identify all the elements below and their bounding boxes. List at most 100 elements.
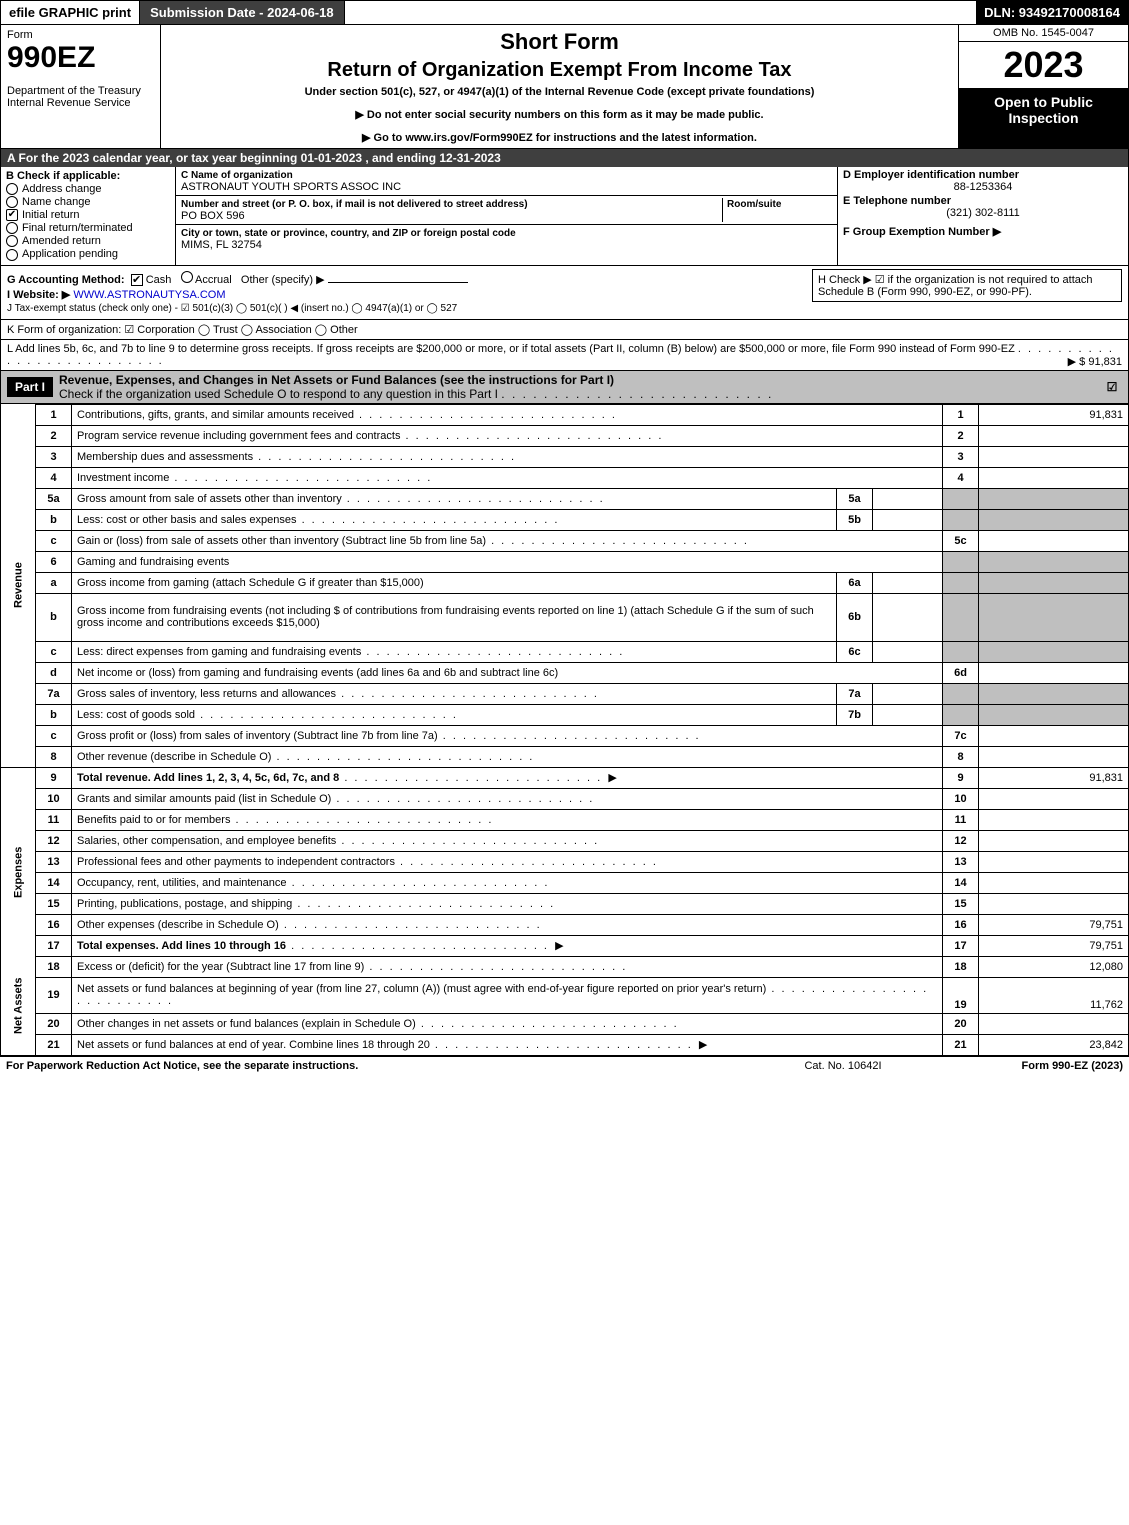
line-9-num: 9 — [36, 767, 72, 788]
chk-amended-return[interactable]: Amended return — [6, 235, 170, 247]
line-5c-ref: 5c — [943, 530, 979, 551]
line-2-desc: Program service revenue including govern… — [72, 425, 943, 446]
line-17-num: 17 — [36, 935, 72, 956]
room-label: Room/suite — [727, 199, 781, 210]
line-6a-minival — [873, 572, 943, 593]
line-7a-ref — [943, 683, 979, 704]
line-20-desc: Other changes in net assets or fund bala… — [72, 1013, 943, 1034]
form-number: 990EZ — [7, 41, 154, 75]
line-6a-desc: Gross income from gaming (attach Schedul… — [72, 572, 837, 593]
line-19-desc: Net assets or fund balances at beginning… — [72, 977, 943, 1013]
line-6-num: 6 — [36, 551, 72, 572]
line-7b-minival — [873, 704, 943, 725]
line-3-ref: 3 — [943, 446, 979, 467]
line-18-ref: 18 — [943, 956, 979, 977]
line-6a-ref — [943, 572, 979, 593]
line-17-val: 79,751 — [979, 935, 1129, 956]
section-j: J Tax-exempt status (check only one) - ☑… — [7, 303, 1122, 314]
line-6b-minival — [873, 593, 943, 641]
line-11-ref: 11 — [943, 809, 979, 830]
line-5b-ref — [943, 509, 979, 530]
catalog-number: Cat. No. 10642I — [743, 1060, 943, 1072]
dln-label: DLN: 93492170008164 — [976, 1, 1128, 24]
goto-link[interactable]: ▶ Go to www.irs.gov/Form990EZ for instru… — [169, 131, 950, 144]
line-11-num: 11 — [36, 809, 72, 830]
line-13-val — [979, 851, 1129, 872]
line-7a-mini: 7a — [837, 683, 873, 704]
part1-check-icon: ☑ — [1102, 380, 1122, 394]
line-7a-num: 7a — [36, 683, 72, 704]
line-7b-desc: Less: cost of goods sold — [72, 704, 837, 725]
line-15-ref: 15 — [943, 893, 979, 914]
line-4-desc: Investment income — [72, 467, 943, 488]
line-9-val: 91,831 — [979, 767, 1129, 788]
top-bar: efile GRAPHIC print Submission Date - 20… — [0, 0, 1129, 25]
line-5a-desc: Gross amount from sale of assets other t… — [72, 488, 837, 509]
chk-name-change[interactable]: Name change — [6, 196, 170, 208]
line-10-desc: Grants and similar amounts paid (list in… — [72, 788, 943, 809]
chk-initial-return[interactable]: ✔Initial return — [6, 209, 170, 221]
section-b: B Check if applicable: Address change Na… — [1, 167, 176, 265]
line-3-desc: Membership dues and assessments — [72, 446, 943, 467]
header-right: OMB No. 1545-0047 2023 Open to Public In… — [958, 25, 1128, 148]
line-6c-desc: Less: direct expenses from gaming and fu… — [72, 641, 837, 662]
line-7a-desc: Gross sales of inventory, less returns a… — [72, 683, 837, 704]
line-6d-desc: Net income or (loss) from gaming and fun… — [72, 662, 943, 683]
line-5c-desc: Gain or (loss) from sale of assets other… — [72, 530, 943, 551]
ein-label: D Employer identification number — [843, 169, 1123, 181]
line-5b-desc: Less: cost or other basis and sales expe… — [72, 509, 837, 530]
line-20-val — [979, 1013, 1129, 1034]
line-5a-num: 5a — [36, 488, 72, 509]
website-link[interactable]: WWW.ASTRONAUTYSA.COM — [73, 289, 225, 301]
line-2-val — [979, 425, 1129, 446]
line-7c-num: c — [36, 725, 72, 746]
pra-notice: For Paperwork Reduction Act Notice, see … — [6, 1060, 743, 1072]
subtitle: Under section 501(c), 527, or 4947(a)(1)… — [169, 86, 950, 98]
line-18-val: 12,080 — [979, 956, 1129, 977]
section-b-title: B Check if applicable: — [6, 170, 120, 182]
city-label: City or town, state or province, country… — [181, 228, 516, 239]
no-ssn-note: ▶ Do not enter social security numbers o… — [169, 108, 950, 121]
city-value: MIMS, FL 32754 — [181, 239, 262, 251]
line-16-val: 79,751 — [979, 914, 1129, 935]
line-6a-val — [979, 572, 1129, 593]
chk-final-return[interactable]: Final return/terminated — [6, 222, 170, 234]
line-12-ref: 12 — [943, 830, 979, 851]
line-6d-ref: 6d — [943, 662, 979, 683]
line-7a-minival — [873, 683, 943, 704]
line-6-val — [979, 551, 1129, 572]
line-5a-ref — [943, 488, 979, 509]
line-9-desc: Total revenue. Add lines 1, 2, 3, 4, 5c,… — [72, 767, 943, 788]
line-6b-mini: 6b — [837, 593, 873, 641]
submission-date: Submission Date - 2024-06-18 — [140, 1, 345, 24]
line-21-val: 23,842 — [979, 1034, 1129, 1055]
chk-application-pending[interactable]: Application pending — [6, 248, 170, 260]
tax-year: 2023 — [959, 42, 1128, 88]
line-6c-val — [979, 641, 1129, 662]
section-l: L Add lines 5b, 6c, and 7b to line 9 to … — [0, 340, 1129, 371]
header-left: Form 990EZ Department of the Treasury In… — [1, 25, 161, 148]
street-value: PO BOX 596 — [181, 210, 245, 222]
efile-label[interactable]: efile GRAPHIC print — [1, 1, 140, 24]
line-6b-num: b — [36, 593, 72, 641]
line-7a-val — [979, 683, 1129, 704]
line-5b-val — [979, 509, 1129, 530]
revenue-section-label: Revenue — [1, 404, 36, 767]
line-15-num: 15 — [36, 893, 72, 914]
line-11-desc: Benefits paid to or for members — [72, 809, 943, 830]
line-5a-val — [979, 488, 1129, 509]
line-5b-num: b — [36, 509, 72, 530]
header-mid: Short Form Return of Organization Exempt… — [161, 25, 958, 148]
open-to-public: Open to Public Inspection — [959, 88, 1128, 148]
line-1-ref: 1 — [943, 404, 979, 425]
line-13-num: 13 — [36, 851, 72, 872]
short-form-title: Short Form — [169, 29, 950, 55]
city-row: City or town, state or province, country… — [176, 225, 837, 253]
topbar-spacer — [345, 1, 977, 24]
line-7c-val — [979, 725, 1129, 746]
street-row: Number and street (or P. O. box, if mail… — [176, 196, 837, 225]
chk-address-change[interactable]: Address change — [6, 183, 170, 195]
line-10-ref: 10 — [943, 788, 979, 809]
line-16-ref: 16 — [943, 914, 979, 935]
line-6-ref — [943, 551, 979, 572]
